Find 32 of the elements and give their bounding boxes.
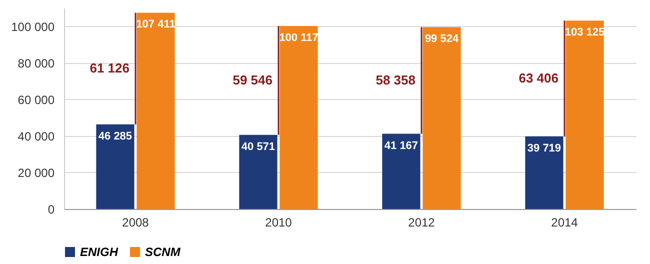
legend-label: SCNM <box>145 245 182 259</box>
bar <box>382 134 420 209</box>
bar <box>239 134 278 209</box>
data-label: 40 571 <box>241 140 276 153</box>
x-tick-label: 2010 <box>265 216 292 230</box>
y-tick-label: 20 000 <box>18 166 55 180</box>
annotation: 61 126 <box>90 60 130 76</box>
bar <box>525 136 564 209</box>
x-tick-label: 2012 <box>408 216 436 230</box>
bar <box>280 26 318 209</box>
annotation: 59 546 <box>232 72 272 88</box>
x-tick-label: 2008 <box>122 216 150 230</box>
y-tick-label: 60 000 <box>18 92 55 107</box>
annotation: 63 406 <box>518 70 558 86</box>
data-label: 100 117 <box>279 32 318 44</box>
data-label: 39 719 <box>527 142 562 154</box>
data-label: 103 125 <box>564 26 605 39</box>
x-tick-label: 2014 <box>551 216 578 230</box>
y-tick-label: 0 <box>48 202 55 216</box>
data-label: 99 524 <box>424 33 460 46</box>
y-tick-label: 100 000 <box>11 20 55 34</box>
y-tick-label: 80 000 <box>18 56 55 70</box>
bar <box>566 20 604 209</box>
bar <box>136 12 175 209</box>
data-label: 107 411 <box>136 18 176 31</box>
y-tick-label: 40 000 <box>18 129 55 144</box>
bar <box>422 27 461 209</box>
data-label: 46 285 <box>98 130 132 142</box>
bar <box>96 124 134 209</box>
legend-label: ENIGH <box>80 245 118 259</box>
data-label: 41 167 <box>384 140 418 152</box>
annotation: 58 358 <box>376 72 416 88</box>
